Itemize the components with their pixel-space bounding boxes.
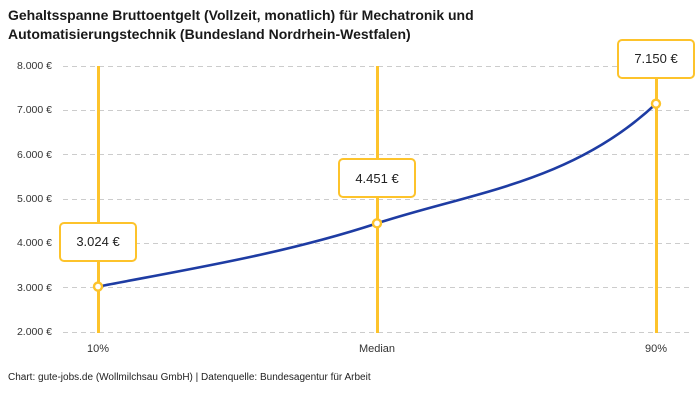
data-point-marker	[650, 98, 662, 109]
x-axis-tick-label: 10%	[86, 343, 110, 355]
y-axis-tick-label: 8.000 €	[16, 60, 52, 72]
y-axis-tick-label: 4.000 €	[16, 237, 52, 250]
chart-title-line1: Gehaltsspanne Bruttoentgelt (Vollzeit, m…	[8, 7, 474, 23]
percentile-line	[654, 66, 658, 333]
value-label: 3.024 €	[59, 221, 137, 262]
percentile-line	[375, 66, 379, 333]
y-axis-tick-label: 3.000 €	[16, 281, 52, 294]
y-axis-tick-label: 6.000 €	[16, 148, 52, 161]
y-axis-tick-label: 2.000 €	[16, 326, 52, 338]
y-axis-tick-label: 7.000 €	[16, 104, 52, 117]
x-axis-tick-label: 90%	[644, 343, 668, 355]
chart-title-line2: Automatisierungstechnik (Bundesland Nord…	[8, 26, 411, 42]
chart-title: Gehaltsspanne Bruttoentgelt (Vollzeit, m…	[8, 6, 568, 44]
value-label: 4.451 €	[338, 158, 416, 199]
y-axis-tick-label: 5.000 €	[16, 193, 52, 205]
value-label: 7.150 €	[617, 38, 695, 79]
percentile-line	[96, 66, 100, 333]
chart-attribution: Chart: gute-jobs.de (Wollmilchsau GmbH) …	[8, 372, 371, 383]
data-point-marker	[371, 218, 383, 229]
x-axis-tick-label: Median	[358, 343, 396, 355]
data-point-marker	[92, 281, 104, 292]
